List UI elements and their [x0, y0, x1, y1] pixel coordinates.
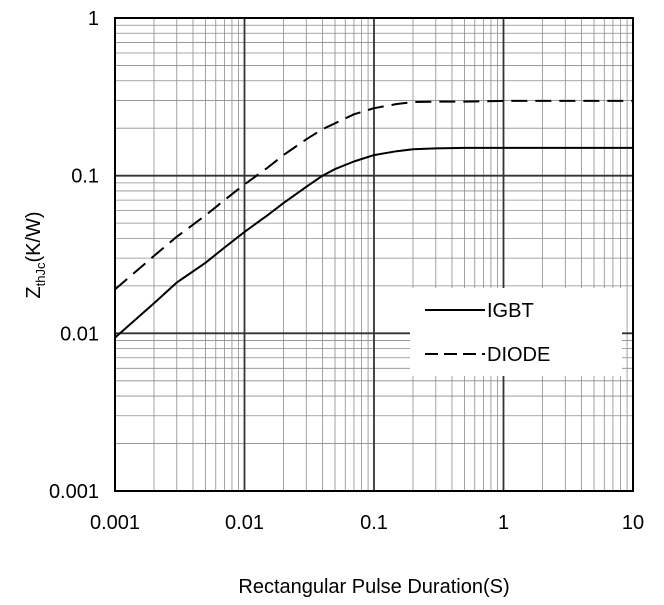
x-tick-label: 1 — [498, 512, 509, 534]
legend-box — [410, 288, 622, 376]
legend: IGBT DIODE — [410, 288, 622, 376]
x-tick-label: 0.001 — [90, 512, 140, 534]
y-tick-label: 0.01 — [60, 323, 99, 345]
series-line-igbt — [114, 146, 633, 339]
legend-label-igbt: IGBT — [487, 300, 534, 322]
series-line-diode — [114, 99, 633, 291]
legend-label-diode: DIODE — [487, 344, 550, 366]
y-axis-label-main: Z — [23, 286, 45, 298]
y-tick-label: 0.1 — [71, 166, 99, 188]
y-axis-label: ZthJc(K/W) — [23, 211, 48, 298]
y-tick-label: 0.001 — [49, 481, 99, 503]
x-tick-label: 10 — [622, 512, 644, 534]
y-tick-labels: 0.001 0.01 0.1 1 — [49, 8, 99, 503]
y-axis-label-subscript: thJc — [33, 262, 48, 286]
series-layer — [114, 99, 633, 339]
x-tick-labels: 0.001 0.01 0.1 1 10 — [90, 512, 644, 534]
plot-frame — [114, 17, 634, 492]
y-tick-label: 1 — [88, 8, 99, 30]
x-axis-label: Rectangular Pulse Duration(S) — [238, 576, 509, 598]
x-tick-label: 0.1 — [360, 512, 388, 534]
x-tick-label: 0.01 — [225, 512, 264, 534]
y-axis-label-unit: (K/W) — [23, 211, 45, 262]
